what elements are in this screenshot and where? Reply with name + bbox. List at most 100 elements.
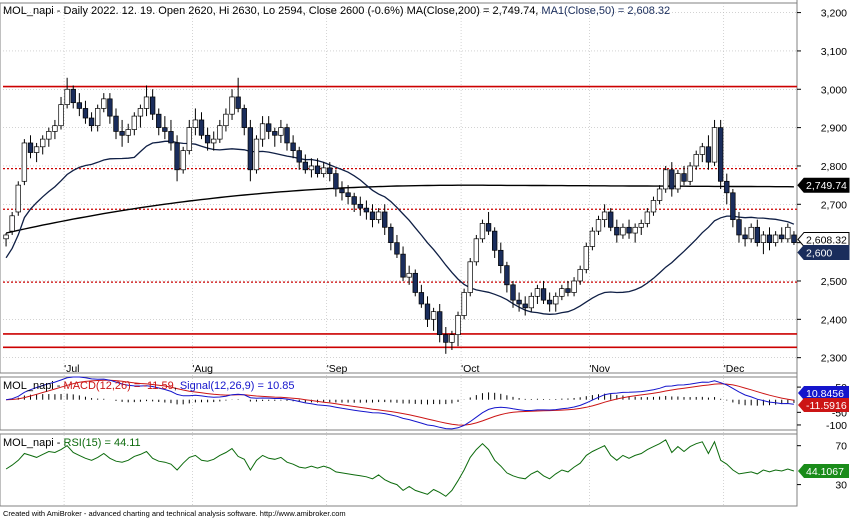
- candle-down-body: [290, 142, 296, 151]
- candle-up-body: [33, 146, 40, 153]
- candle: [64, 77, 70, 109]
- candle-up-body: [430, 311, 437, 320]
- candle: [27, 135, 34, 159]
- candle: [473, 234, 480, 266]
- rsi-title-value: RSI(15) = 44.11: [64, 437, 141, 449]
- candle-down-body: [247, 127, 254, 171]
- candle-down-body: [437, 311, 443, 336]
- candle-down-body: [198, 119, 205, 136]
- candle: [705, 135, 712, 170]
- month-label: 'Sep: [327, 363, 348, 375]
- candle: [510, 280, 516, 308]
- candle-up-body: [693, 154, 699, 167]
- candle: [491, 227, 498, 258]
- candle: [608, 208, 614, 232]
- candle-down-body: [516, 299, 522, 305]
- candle-up-body: [278, 127, 284, 136]
- candle-up-body: [675, 173, 681, 190]
- candle-down-body: [204, 134, 211, 144]
- candle-down-body: [168, 131, 174, 144]
- candle-up-body: [632, 226, 638, 234]
- candle: [644, 208, 651, 228]
- candle-up-body: [21, 142, 28, 182]
- candle-down-body: [76, 102, 83, 109]
- chart-footer: Created with AmiBroker - advanced charti…: [3, 509, 346, 518]
- candle-down-body: [388, 226, 394, 243]
- candle-up-body: [40, 138, 46, 148]
- candle: [504, 261, 510, 293]
- candle: [498, 242, 504, 274]
- candle: [229, 89, 235, 120]
- candle-up-body: [748, 226, 754, 240]
- candle: [3, 233, 9, 247]
- candle: [412, 269, 418, 297]
- candle-down-body: [113, 115, 119, 132]
- candle: [730, 188, 736, 228]
- candle-down-body: [443, 334, 449, 343]
- candle: [540, 280, 547, 304]
- candle-up-body: [620, 226, 626, 236]
- candle-down-body: [284, 127, 290, 144]
- candle-down-body: [70, 88, 76, 104]
- macd-tick-label: -100: [826, 420, 847, 432]
- candle: [443, 326, 449, 354]
- macd-title-signal: Signal(12,26,9) = 10.85: [180, 380, 295, 392]
- candle-up-body: [656, 188, 663, 201]
- candle: [430, 307, 437, 331]
- candle-down-body: [736, 219, 742, 236]
- candle-up-body: [223, 113, 229, 127]
- candle-down-body: [266, 123, 272, 132]
- candle-up-body: [687, 165, 693, 182]
- candle-down-body: [504, 265, 510, 286]
- macd-signal-line: [6, 379, 794, 426]
- candle: [308, 158, 315, 178]
- candle-down-body: [491, 230, 498, 251]
- candle-down-body: [626, 226, 632, 234]
- month-label: 'Aug: [192, 363, 213, 375]
- candle-down-body: [754, 226, 760, 243]
- candle-down-body: [174, 142, 180, 171]
- price-tick-label: 2,700: [821, 199, 847, 211]
- candle-down-body: [339, 188, 345, 194]
- candle: [76, 93, 83, 117]
- candle-up-body: [577, 269, 583, 282]
- price-badge: 2,600: [797, 244, 850, 260]
- candle-down-body: [357, 203, 363, 209]
- price-badge-shape: [797, 177, 850, 193]
- candle-up-body: [15, 184, 21, 213]
- macd-badge: 10.8456: [798, 386, 849, 400]
- rsi-badge: 44.1067: [798, 463, 849, 478]
- candle: [675, 169, 681, 193]
- candle-down-body: [241, 108, 247, 128]
- candle: [382, 204, 388, 235]
- price-title: MOL_napi - Daily 2022. 12. 19. Open 2620…: [3, 5, 670, 17]
- candle: [235, 77, 241, 113]
- candle: [345, 185, 351, 205]
- candle-down-body: [156, 113, 162, 128]
- candle: [143, 85, 150, 117]
- candle-up-body: [760, 234, 767, 243]
- rsi-line: [5, 439, 795, 497]
- candle-down-body: [382, 211, 388, 228]
- candle: [565, 280, 571, 297]
- candle-down-body: [149, 96, 156, 115]
- macd-title-sep: ,: [174, 380, 180, 392]
- candle-up-body: [449, 334, 455, 343]
- candle: [211, 131, 217, 151]
- candle: [162, 116, 168, 140]
- candle: [614, 219, 620, 243]
- rsi-tick-label: 30: [835, 480, 847, 492]
- candle: [21, 139, 28, 186]
- rsi-title-prefix: MOL_napi -: [3, 437, 64, 449]
- candle-down-body: [565, 288, 571, 293]
- candle: [290, 135, 296, 159]
- macd-badge-label: 10.8456: [806, 388, 844, 400]
- candle-up-body: [571, 280, 577, 293]
- candle-up-body: [406, 272, 412, 278]
- candle-up-body: [467, 261, 473, 293]
- candle: [40, 135, 46, 155]
- candle-up-body: [644, 211, 651, 224]
- candle: [113, 108, 119, 140]
- candle: [766, 227, 773, 251]
- candle-down-body: [235, 96, 241, 109]
